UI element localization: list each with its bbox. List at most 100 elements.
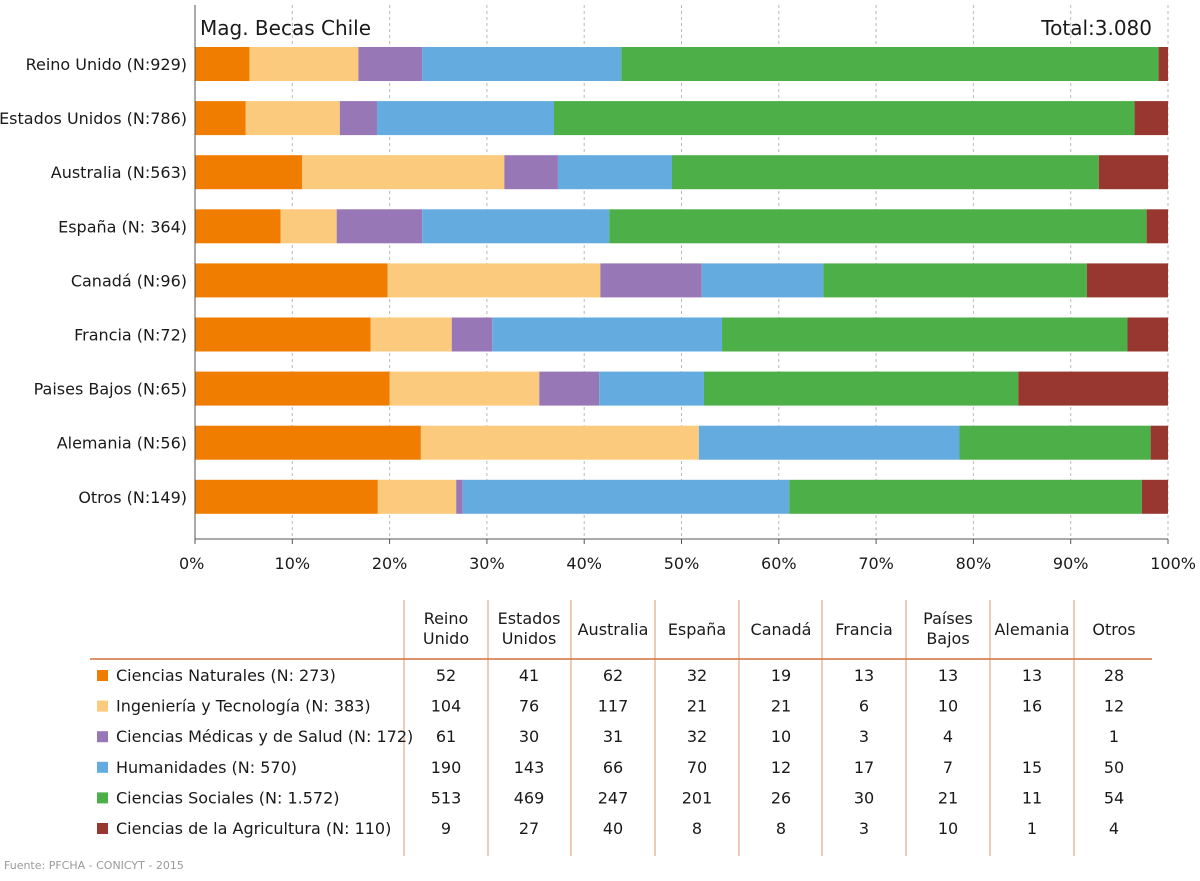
table-cell: 12: [1104, 697, 1124, 716]
x-tick-label: 90%: [1053, 554, 1089, 573]
bar-segment: [557, 155, 672, 190]
table-cell: 1: [1109, 727, 1119, 746]
bar-segment: [703, 371, 1019, 406]
bar-segment: [553, 101, 1135, 136]
table-cell: 9: [441, 819, 451, 838]
table-cell: 143: [514, 758, 545, 777]
table-cell: 21: [938, 788, 958, 807]
table-cell: 31: [603, 727, 623, 746]
table-cell: 13: [1022, 666, 1042, 685]
bar-segment: [1018, 371, 1168, 406]
table-column-header: España: [668, 620, 726, 639]
table-cell: 10: [938, 819, 958, 838]
table-cell: 3: [859, 819, 869, 838]
table-column-header: Francia: [835, 620, 893, 639]
bar-segment: [456, 479, 463, 514]
bar-segment: [823, 263, 1087, 298]
legend-swatch: [97, 670, 108, 681]
legend-swatch: [97, 761, 108, 773]
legend-label: Ciencias Sociales (N: 1.572): [116, 788, 340, 807]
table-cell: 8: [776, 819, 786, 838]
bar-segment: [1150, 425, 1168, 460]
table-cell: 52: [436, 666, 456, 685]
x-tick-label: 30%: [469, 554, 505, 573]
bar-segment: [671, 155, 1099, 190]
table-cell: 50: [1104, 758, 1124, 777]
legend-swatch: [97, 700, 108, 712]
table-cell: 61: [436, 727, 456, 746]
table-cell: 66: [603, 758, 623, 777]
bar-segment: [600, 263, 702, 298]
x-tick-label: 40%: [566, 554, 602, 573]
table-cell: 62: [603, 666, 623, 685]
table-cell: 4: [1109, 819, 1119, 838]
table-cell: 11: [1022, 788, 1042, 807]
bar-segment: [376, 101, 554, 136]
bar-segment: [377, 479, 457, 514]
table-cell: 513: [431, 788, 462, 807]
x-tick-label: 60%: [761, 554, 797, 573]
legend-label: Ingeniería y Tecnología (N: 383): [116, 697, 371, 716]
bar-segment: [195, 263, 388, 298]
x-tick-label: 100%: [1150, 554, 1196, 573]
table-cell: 15: [1022, 758, 1042, 777]
bar-segment: [492, 317, 723, 352]
table-column-header: Alemania: [994, 620, 1069, 639]
chart-axis: 0% 10% 20% 30% 40% 50% 60% 70% 80% 90% 100%: [179, 5, 1196, 573]
table-cell: 30: [519, 727, 539, 746]
table-cell: 28: [1104, 666, 1124, 685]
x-tick-label: 70%: [858, 554, 894, 573]
table-cell: 3: [859, 727, 869, 746]
table-column-header: Bajos: [926, 629, 969, 648]
bar-segment: [195, 479, 378, 514]
bar-segment: [195, 371, 390, 406]
table-column-header: Países: [923, 609, 973, 628]
bar-segment: [621, 47, 1159, 81]
bar-segment: [462, 479, 790, 514]
bar-segment: [422, 47, 622, 81]
chart-bars: Reino Unido (N:929) Estados Unidos (N:786…: [0, 47, 1168, 514]
table-cell: 190: [431, 758, 462, 777]
bar-segment: [1158, 47, 1168, 81]
table-column-header: Unido: [423, 629, 469, 648]
bar-segment: [195, 425, 421, 460]
bar-segment: [387, 263, 601, 298]
source-note: Fuente: PFCHA - CONICYT - 2015: [4, 859, 184, 872]
table-cell: 104: [431, 697, 462, 716]
table-cell: 117: [598, 697, 629, 716]
table-cell: 41: [519, 666, 539, 685]
table-column-header: Unidos: [502, 629, 557, 648]
x-tick-label: 10%: [275, 554, 311, 573]
bar-segment: [1127, 317, 1168, 352]
bar-segment: [1141, 479, 1168, 514]
legend-swatch: [97, 731, 108, 743]
table-cell: 27: [519, 819, 539, 838]
table-cell: 26: [771, 788, 791, 807]
table-column-header: Estados: [498, 609, 561, 628]
chart-total: Total:3.080: [1040, 16, 1152, 40]
x-tick-label: 0%: [179, 554, 204, 573]
table-cell: 21: [687, 697, 707, 716]
x-tick-label: 80%: [956, 554, 992, 573]
bar-segment: [195, 155, 303, 190]
bar-segment: [339, 101, 377, 136]
table-cell: 6: [859, 697, 869, 716]
bar-segment: [302, 155, 505, 190]
bar-segment: [1146, 209, 1168, 244]
bar-segment: [195, 209, 281, 244]
table-column-header: Canadá: [751, 620, 812, 639]
bar-segment: [280, 209, 337, 244]
bar-segment: [249, 47, 359, 81]
bar-segment: [701, 263, 824, 298]
bar-segment: [336, 209, 423, 244]
table-cell: 10: [771, 727, 791, 746]
bar-segment: [959, 425, 1151, 460]
table-column-header: Otros: [1092, 620, 1135, 639]
legend-label: Ciencias Médicas y de Salud (N: 172): [116, 727, 413, 746]
category-label: Canadá (N:96): [71, 271, 187, 290]
table-cell: 13: [854, 666, 874, 685]
x-tick-label: 20%: [372, 554, 408, 573]
table-cell: 7: [943, 758, 953, 777]
table-cell: 13: [938, 666, 958, 685]
table-cell: 201: [682, 788, 713, 807]
